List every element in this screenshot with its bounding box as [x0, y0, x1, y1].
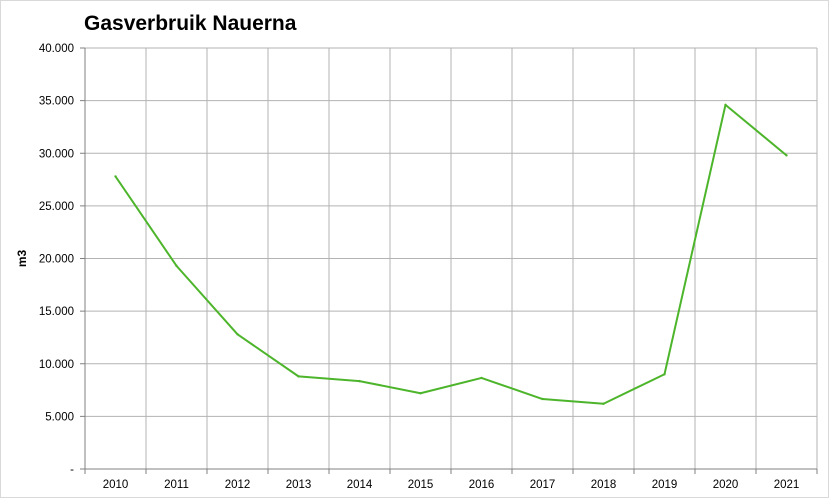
y-tick-label: 30.000	[39, 148, 74, 160]
x-tick-label: 2013	[286, 479, 312, 491]
y-tick-label: 25.000	[39, 201, 74, 213]
data-point	[663, 373, 666, 376]
y-tick-label: 40.000	[39, 43, 74, 55]
x-tick-label: 2010	[103, 479, 129, 491]
data-point	[480, 376, 483, 380]
data-point	[419, 392, 422, 395]
y-tick-label: 15.000	[39, 306, 74, 318]
chart-title: Gasverbruik Nauerna	[84, 12, 297, 35]
x-tick-label: 2017	[530, 479, 556, 491]
y-tick-label: 5.000	[45, 411, 74, 423]
data-point	[724, 103, 727, 107]
x-tick-label: 2015	[408, 479, 434, 491]
y-axis-label: m3	[15, 250, 29, 268]
series-line	[114, 103, 788, 405]
data-point	[114, 175, 117, 178]
data-point	[358, 379, 361, 383]
x-tick-label: 2016	[469, 479, 495, 491]
y-tick-label: 20.000	[39, 254, 74, 266]
x-tick-label: 2019	[652, 479, 678, 491]
y-tick-label: 35.000	[39, 96, 74, 108]
data-point	[541, 397, 544, 401]
x-tick-label: 2021	[774, 479, 800, 491]
data-point	[175, 264, 178, 268]
data-point	[602, 402, 605, 405]
x-tick-label: 2012	[225, 479, 251, 491]
y-tick-label: -	[70, 464, 74, 476]
y-tick-label: 10.000	[39, 359, 74, 371]
x-tick-label: 2011	[164, 479, 189, 491]
x-tick-label: 2020	[713, 479, 739, 491]
x-tick-label: 2014	[347, 479, 373, 491]
x-tick-label: 2018	[591, 479, 617, 491]
data-point	[785, 154, 788, 157]
data-point	[297, 375, 300, 378]
data-point	[236, 333, 239, 336]
